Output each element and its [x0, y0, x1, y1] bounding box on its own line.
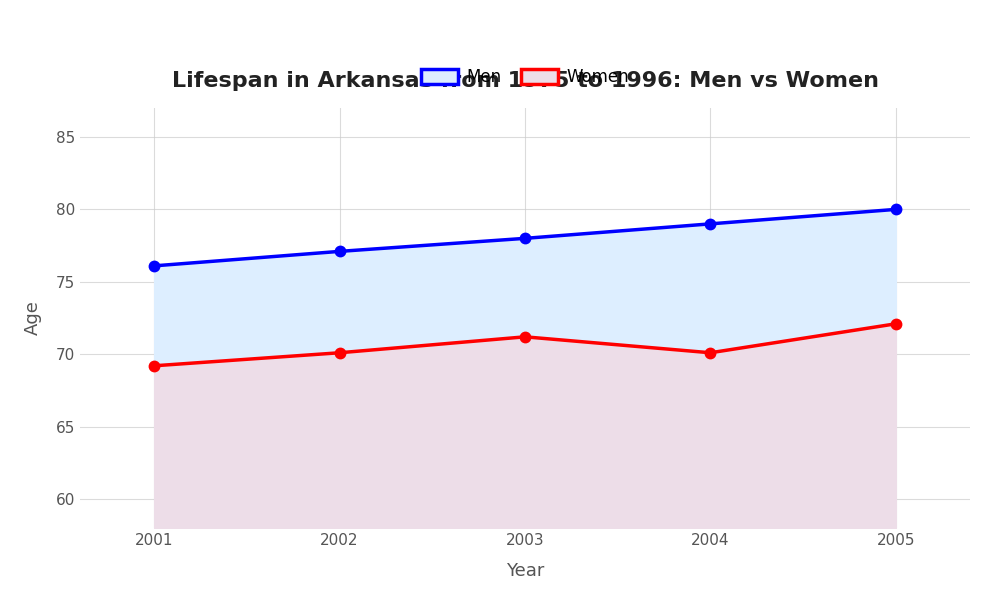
- Y-axis label: Age: Age: [24, 301, 42, 335]
- Legend: Men, Women: Men, Women: [414, 62, 636, 93]
- X-axis label: Year: Year: [506, 562, 544, 580]
- Title: Lifespan in Arkansas from 1975 to 1996: Men vs Women: Lifespan in Arkansas from 1975 to 1996: …: [172, 71, 879, 91]
